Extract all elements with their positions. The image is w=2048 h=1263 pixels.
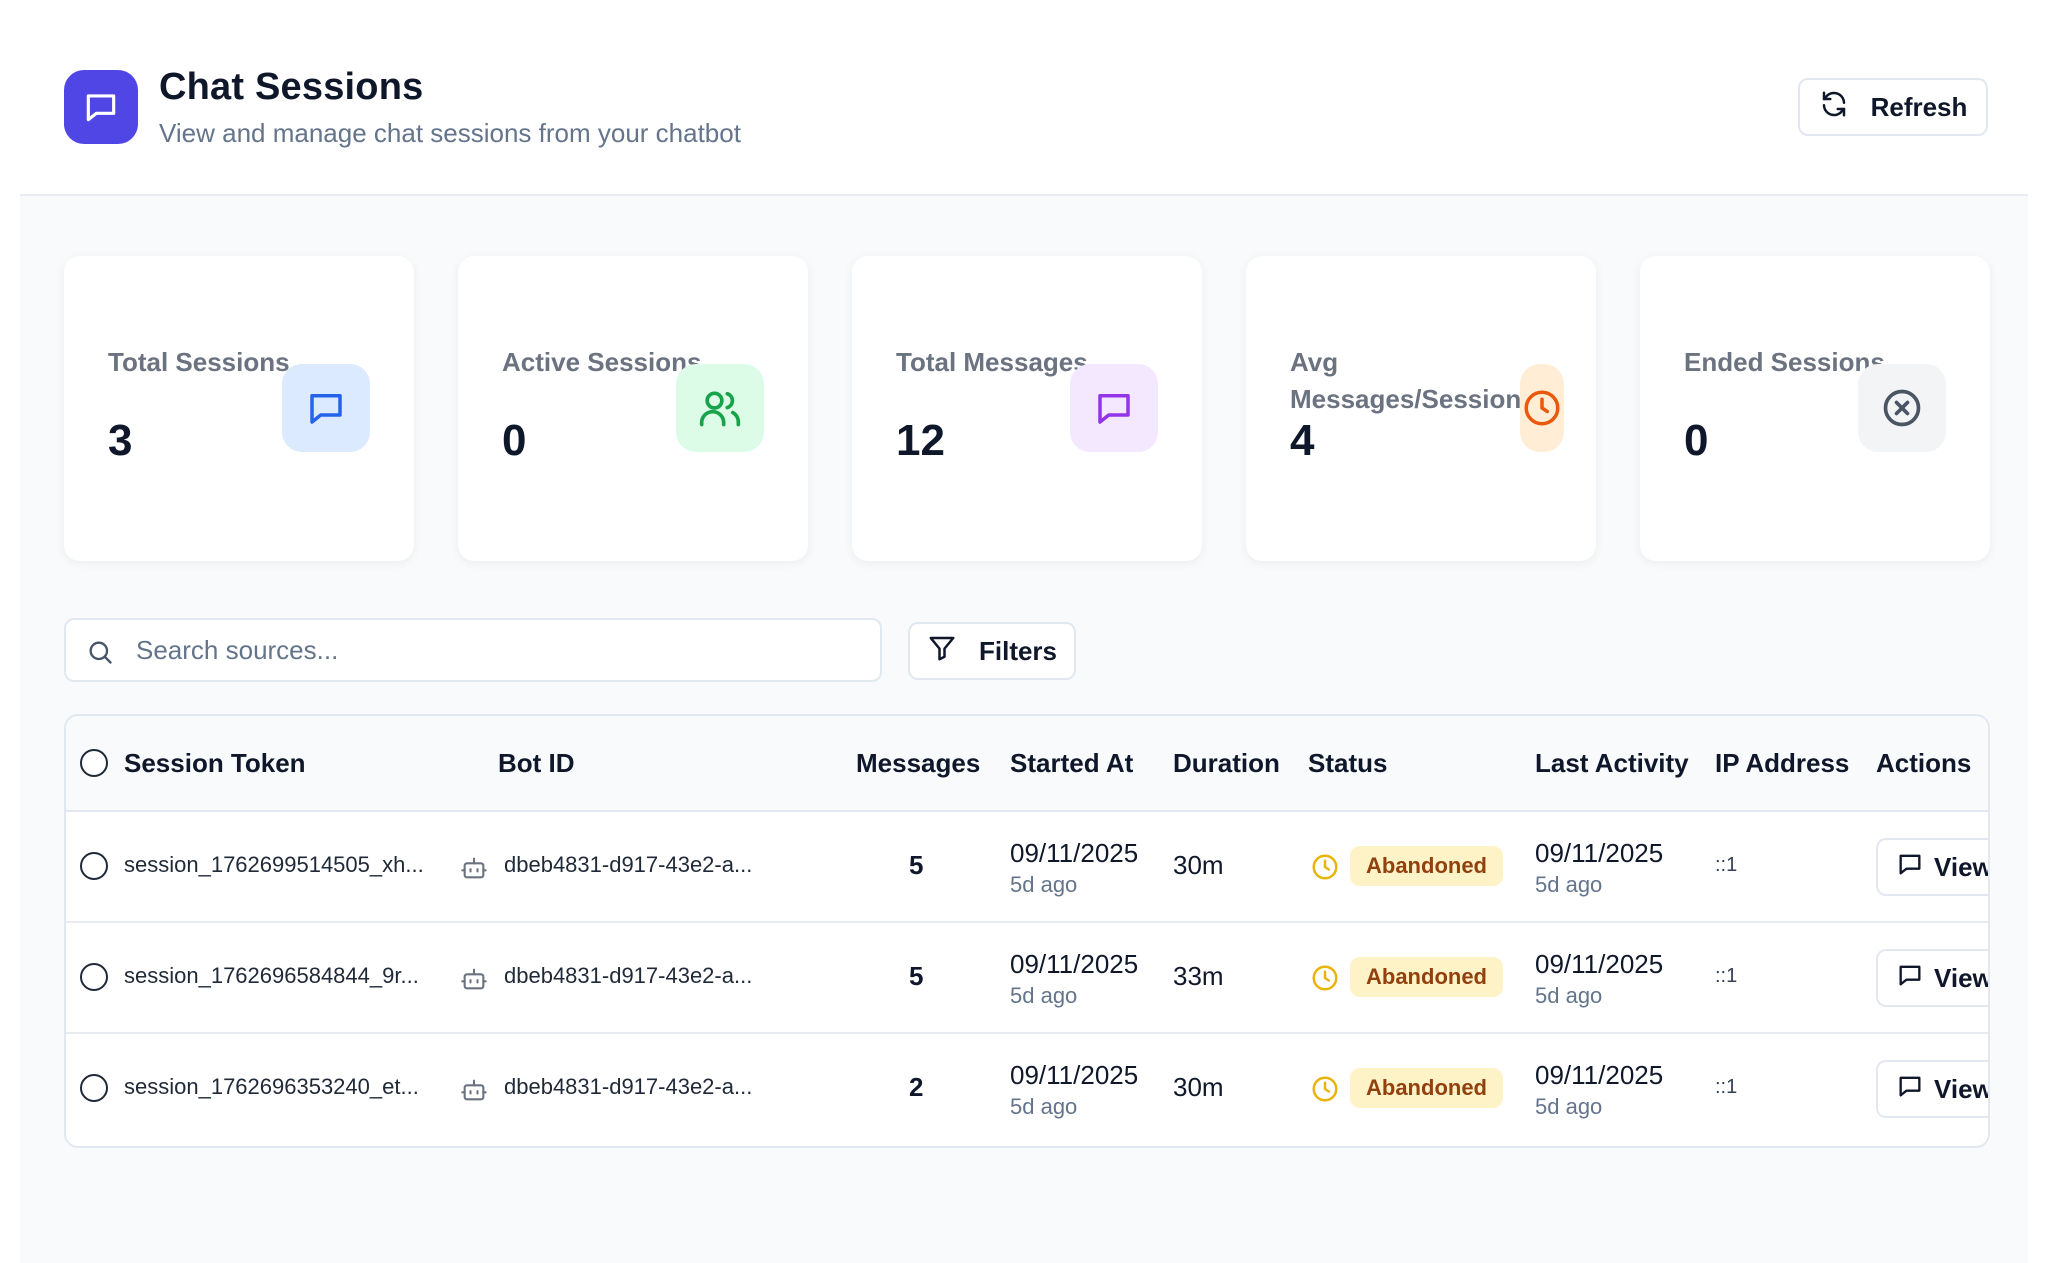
column-header[interactable]: Duration [1173, 748, 1280, 778]
started-at-date: 09/11/2025 [1010, 949, 1139, 979]
message-square-icon [1896, 961, 1924, 996]
last-activity-relative: 5d ago [1535, 983, 1603, 1008]
stat-card-total-messages: Total Messages 12 [852, 256, 1202, 561]
status-badge: Abandoned [1350, 846, 1503, 886]
started-at-relative: 5d ago [1010, 983, 1078, 1008]
ip-address: ::1 [1715, 1076, 1738, 1098]
bot-id: dbeb4831-d917-43e2-a... [504, 1074, 753, 1099]
stat-label: Active Sessions [502, 347, 702, 377]
started-at-relative: 5d ago [1010, 1094, 1078, 1119]
started-at-date: 09/11/2025 [1010, 838, 1139, 868]
last-activity-date: 09/11/2025 [1535, 1060, 1664, 1090]
duration: 30m [1173, 850, 1224, 880]
message-count: 5 [909, 850, 924, 880]
stat-value: 12 [896, 416, 945, 465]
column-header[interactable]: Last Activity [1535, 748, 1689, 778]
stat-value: 0 [1684, 416, 1709, 465]
session-token: session_1762699514505_xh... [124, 852, 424, 877]
duration: 33m [1173, 961, 1224, 991]
clock-icon [1520, 364, 1564, 452]
status-badge: Abandoned [1350, 957, 1503, 997]
ip-address: ::1 [1715, 854, 1738, 876]
view-button[interactable]: View [1876, 838, 1990, 896]
column-header[interactable]: Bot ID [498, 748, 575, 778]
column-header[interactable]: Actions [1876, 748, 1972, 778]
session-token: session_1762696353240_et... [124, 1074, 419, 1099]
view-label: View [1934, 1073, 1990, 1104]
last-activity-date: 09/11/2025 [1535, 949, 1664, 979]
search-input[interactable] [136, 630, 856, 670]
clock-icon [1310, 963, 1340, 998]
message-square-icon [1070, 364, 1158, 452]
last-activity-date: 09/11/2025 [1535, 838, 1664, 868]
chat-logo-icon [64, 70, 138, 144]
stat-label: Avg Messages/Session [1290, 347, 1522, 414]
stat-value: 3 [108, 416, 133, 465]
stat-value: 4 [1290, 416, 1315, 465]
stat-card-avg-messages: Avg Messages/Session 4 [1246, 256, 1596, 561]
duration: 30m [1173, 1072, 1224, 1102]
bot-id: dbeb4831-d917-43e2-a... [504, 963, 753, 988]
refresh-icon [1819, 89, 1849, 126]
message-count: 2 [909, 1072, 924, 1102]
view-label: View [1934, 962, 1990, 993]
sessions-table: Session Token Bot ID Messages Started At… [64, 714, 1990, 1148]
stat-card-total-sessions: Total Sessions 3 [64, 256, 414, 561]
message-square-icon [1896, 1072, 1924, 1107]
last-activity-relative: 5d ago [1535, 1094, 1603, 1119]
search-box [64, 618, 882, 682]
view-button[interactable]: View [1876, 1060, 1990, 1118]
ip-address: ::1 [1715, 965, 1738, 987]
x-circle-icon [1858, 364, 1946, 452]
main-content: Total Sessions 3 Active Sessions 0 Total… [20, 196, 2028, 1263]
search-icon [86, 638, 114, 671]
column-header[interactable]: Messages [856, 748, 981, 778]
message-count: 5 [909, 961, 924, 991]
select-all-checkbox[interactable] [80, 749, 108, 777]
users-icon [676, 364, 764, 452]
status-badge: Abandoned [1350, 1068, 1503, 1108]
clock-icon [1310, 852, 1340, 887]
row-checkbox[interactable] [80, 963, 108, 991]
page-subtitle: View and manage chat sessions from your … [159, 118, 741, 148]
filter-icon [927, 633, 957, 670]
column-header[interactable]: Session Token [124, 748, 306, 778]
started-at-relative: 5d ago [1010, 872, 1078, 897]
last-activity-relative: 5d ago [1535, 872, 1603, 897]
session-token: session_1762696584844_9r... [124, 963, 419, 988]
column-header[interactable]: Status [1308, 748, 1388, 778]
row-checkbox[interactable] [80, 852, 108, 880]
column-header[interactable]: Started At [1010, 748, 1134, 778]
stat-card-ended-sessions: Ended Sessions 0 [1640, 256, 1990, 561]
table-header: Session Token Bot ID Messages Started At… [66, 716, 1988, 812]
message-square-icon [282, 364, 370, 452]
view-label: View [1934, 851, 1990, 882]
filters-button[interactable]: Filters [908, 622, 1076, 680]
refresh-button[interactable]: Refresh [1798, 78, 1988, 136]
clock-icon [1310, 1074, 1340, 1109]
page-title: Chat Sessions [159, 66, 424, 108]
started-at-date: 09/11/2025 [1010, 1060, 1139, 1090]
table-row[interactable]: session_1762696353240_et... dbeb4831-d91… [66, 1034, 1988, 1145]
stat-card-active-sessions: Active Sessions 0 [458, 256, 808, 561]
stat-label: Total Sessions [108, 347, 290, 377]
stat-label: Total Messages [896, 347, 1088, 377]
column-header[interactable]: IP Address [1715, 748, 1850, 778]
bot-icon [460, 965, 488, 998]
message-square-icon [1896, 850, 1924, 885]
filters-label: Filters [978, 635, 1058, 666]
stat-value: 0 [502, 416, 527, 465]
page-header: Chat Sessions View and manage chat sessi… [20, 0, 2028, 196]
view-button[interactable]: View [1876, 949, 1990, 1007]
table-row[interactable]: session_1762699514505_xh... dbeb4831-d91… [66, 812, 1988, 923]
refresh-label: Refresh [1870, 91, 1968, 122]
app: Chat Sessions View and manage chat sessi… [20, 0, 2028, 1263]
stat-label: Ended Sessions [1684, 347, 1885, 377]
bot-id: dbeb4831-d917-43e2-a... [504, 852, 753, 877]
bot-icon [460, 1076, 488, 1109]
row-checkbox[interactable] [80, 1074, 108, 1102]
table-row[interactable]: session_1762696584844_9r... dbeb4831-d91… [66, 923, 1988, 1034]
bot-icon [460, 854, 488, 887]
